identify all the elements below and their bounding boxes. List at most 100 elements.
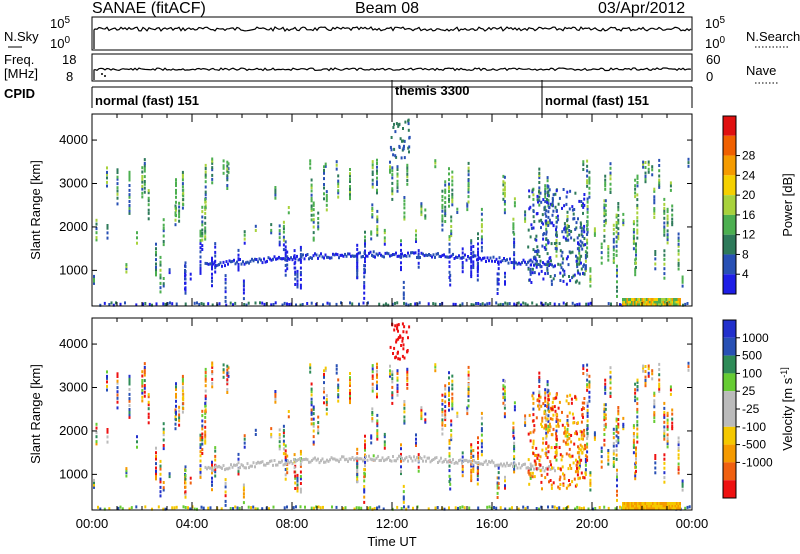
- heatmap-cell: [116, 396, 119, 400]
- heatmap-cell: [299, 475, 302, 478]
- heatmap-cell: [349, 192, 351, 196]
- heatmap-cell: [566, 223, 569, 227]
- heatmap-cell: [588, 399, 591, 403]
- heatmap-cell: [128, 507, 131, 511]
- heatmap-cell: [634, 178, 637, 182]
- heatmap-cell: [128, 382, 131, 386]
- heatmap-cell: [529, 476, 532, 480]
- heatmap-cell: [159, 268, 162, 272]
- heatmap-cell: [403, 215, 406, 219]
- heatmap-cell: [609, 370, 612, 374]
- heatmap-cell: [583, 397, 586, 400]
- heatmap-cell: [214, 266, 217, 270]
- heatmap-cell: [387, 303, 390, 307]
- heatmap-cell: [391, 189, 394, 193]
- heatmap-cell: [674, 298, 677, 301]
- heatmap-cell: [495, 301, 498, 305]
- heatmap-cell: [668, 502, 671, 505]
- heatmap-cell: [438, 459, 441, 463]
- heatmap-cell: [663, 276, 666, 280]
- heatmap-cell: [159, 480, 162, 484]
- heatmap-cell: [559, 249, 562, 253]
- heatmap-cell: [136, 241, 138, 245]
- heatmap-cell: [245, 303, 248, 307]
- heatmap-cell: [586, 220, 589, 224]
- heatmap-cell: [242, 486, 245, 490]
- heatmap-cell: [363, 284, 366, 288]
- heatmap-cell: [226, 176, 229, 180]
- heatmap-cell: [665, 300, 668, 304]
- heatmap-cell: [337, 185, 340, 188]
- heatmap-cell: [222, 260, 225, 264]
- heatmap-cell: [284, 245, 287, 249]
- heatmap-cell: [371, 413, 374, 417]
- heatmap-cell: [593, 233, 596, 237]
- heatmap-cell: [557, 202, 560, 206]
- heatmap-cell: [408, 145, 411, 149]
- heatmap-cell: [403, 156, 406, 160]
- heatmap-cell: [184, 469, 187, 473]
- heatmap-cell: [467, 173, 470, 177]
- heatmap-cell: [350, 254, 352, 258]
- heatmap-cell: [399, 334, 402, 338]
- heatmap-cell: [524, 217, 527, 221]
- heatmap-cell: [543, 412, 546, 416]
- heatmap-cell: [612, 427, 615, 431]
- heatmap-cell: [371, 160, 374, 164]
- heatmap-cell: [653, 504, 656, 508]
- heatmap-cell: [128, 188, 131, 192]
- heatmap-cell: [603, 438, 606, 442]
- heatmap-cell: [201, 223, 204, 227]
- heatmap-cell: [504, 275, 506, 279]
- heatmap-cell: [640, 506, 642, 510]
- heatmap-cell: [333, 457, 336, 461]
- heatmap-cell: [575, 254, 577, 258]
- colorbar-swatch: [723, 391, 736, 409]
- heatmap-cell: [476, 265, 479, 269]
- heatmap-cell: [293, 262, 296, 266]
- heatmap-cell: [603, 418, 606, 422]
- heatmap-cell: [103, 507, 106, 511]
- heatmap-cell: [324, 366, 327, 370]
- heatmap-cell: [654, 457, 657, 460]
- heatmap-cell: [155, 242, 157, 246]
- heatmap-cell: [512, 217, 515, 221]
- heatmap-cell: [162, 223, 165, 227]
- heatmap-cell: [628, 504, 630, 508]
- heatmap-cell: [480, 245, 483, 249]
- heatmap-cell: [420, 414, 423, 418]
- heatmap-cell: [529, 270, 532, 274]
- heatmap-cell: [687, 161, 690, 165]
- heatmap-cell: [537, 404, 539, 408]
- heatmap-cell: [615, 240, 618, 244]
- heatmap-cell: [407, 505, 410, 509]
- heatmap-cell: [549, 460, 552, 464]
- heatmap-cell: [637, 502, 639, 505]
- heatmap-cell: [371, 182, 374, 186]
- heatmap-cell: [356, 269, 359, 272]
- heatmap-cell: [166, 302, 169, 306]
- heatmap-cell: [125, 267, 128, 271]
- heatmap-cell: [356, 475, 359, 478]
- heatmap-cell: [443, 507, 446, 511]
- heatmap-cell: [312, 213, 315, 217]
- heatmap-cell: [496, 272, 499, 276]
- heatmap-cell: [542, 261, 544, 265]
- heatmap-cell: [450, 438, 453, 442]
- heatmap-cell: [555, 443, 558, 446]
- heatmap-cell: [389, 345, 392, 349]
- heatmap-cell: [323, 387, 325, 390]
- heatmap-cell: [535, 238, 538, 242]
- heatmap-cell: [666, 433, 669, 437]
- heatmap-cell: [586, 210, 589, 214]
- heatmap-cell: [574, 303, 576, 307]
- heatmap-cell: [286, 454, 289, 458]
- heatmap-cell: [214, 474, 217, 478]
- heatmap-cell: [537, 453, 540, 457]
- heatmap-cell: [378, 302, 381, 306]
- heatmap-cell: [476, 278, 479, 282]
- heatmap-cell: [544, 212, 547, 216]
- heatmap-cell: [453, 257, 456, 260]
- heatmap-cell: [576, 460, 579, 464]
- heatmap-cell: [400, 344, 403, 347]
